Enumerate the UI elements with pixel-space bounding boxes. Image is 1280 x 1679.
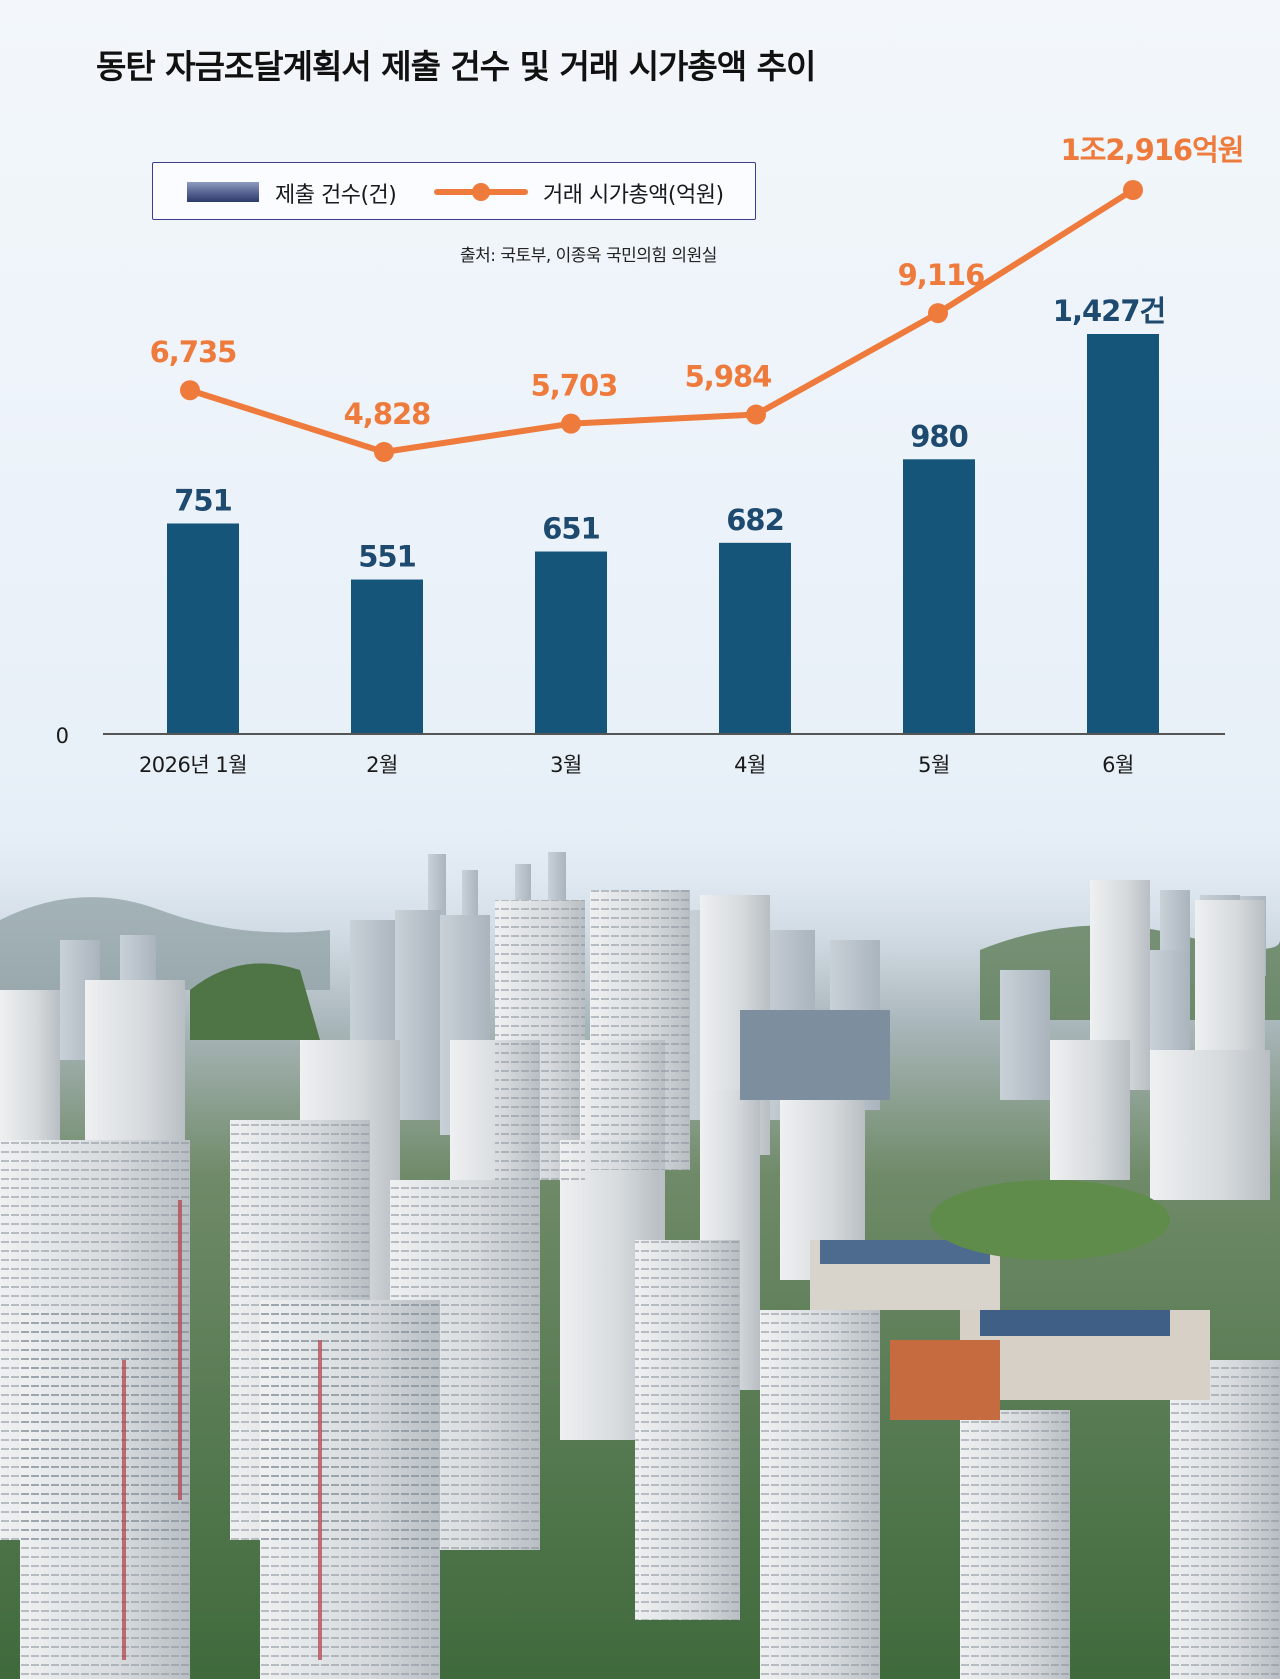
line-value-label-2: 4,828 bbox=[344, 397, 431, 431]
x-tick-label-2: 2월 bbox=[366, 753, 398, 777]
bar-5 bbox=[903, 459, 975, 734]
bar-6 bbox=[1087, 334, 1159, 734]
x-tick-label-6: 6월 bbox=[1102, 753, 1134, 777]
y-zero-label: 0 bbox=[56, 724, 69, 748]
line-value-label-3: 5,703 bbox=[531, 369, 618, 403]
bar-1 bbox=[167, 523, 239, 734]
chart-title: 동탄 자금조달계획서 제출 건수 및 거래 시가총액 추이 bbox=[96, 47, 816, 86]
source-note: 출처: 국토부, 이종욱 국민의힘 의원실 bbox=[460, 246, 717, 266]
combo-chart: 751 551 651 682 980 1,427건 0 2026년 1월 2월 3월 4월 5월… bbox=[56, 133, 1245, 777]
bar-4 bbox=[719, 542, 791, 734]
legend-bar-swatch bbox=[187, 182, 259, 202]
bar-3 bbox=[535, 551, 607, 734]
bar-value-label-1: 751 bbox=[174, 483, 232, 517]
bar-value-label-4: 682 bbox=[726, 503, 784, 537]
legend-line-swatch bbox=[434, 183, 528, 201]
bar-value-label-6: 1,427건 bbox=[1053, 294, 1165, 328]
line-value-label-1: 6,735 bbox=[150, 335, 237, 369]
x-tick-label-4: 4월 bbox=[734, 753, 766, 777]
line-value-label-4: 5,984 bbox=[685, 360, 772, 394]
line-point-3 bbox=[561, 413, 581, 434]
bar-value-label-2: 551 bbox=[358, 540, 416, 574]
line-value-label-6: 1조2,916억원 bbox=[1061, 133, 1244, 167]
line-point-5 bbox=[928, 303, 948, 324]
line-series-path bbox=[189, 187, 1135, 455]
line-point-2 bbox=[374, 442, 394, 462]
bar-value-label-3: 651 bbox=[542, 512, 600, 546]
line-point-4 bbox=[746, 404, 766, 425]
x-tick-label-3: 3월 bbox=[550, 753, 582, 777]
x-tick-label-1: 2026년 1월 bbox=[139, 753, 247, 777]
bar-value-label-5: 980 bbox=[910, 419, 968, 453]
legend-label-line: 거래 시가총액(억원) bbox=[543, 183, 724, 208]
line-value-label-5: 9,116 bbox=[898, 258, 985, 292]
x-tick-label-5: 5월 bbox=[918, 753, 950, 777]
legend-label-bar: 제출 건수(건) bbox=[275, 183, 397, 208]
aerial-apartment-complex-photo bbox=[0, 840, 1280, 1679]
bar-2 bbox=[351, 579, 423, 734]
chart-legend: 제출 건수(건) 거래 시가총액(억원) bbox=[152, 162, 756, 220]
line-point-1 bbox=[180, 380, 200, 401]
line-point-6 bbox=[1123, 180, 1143, 200]
